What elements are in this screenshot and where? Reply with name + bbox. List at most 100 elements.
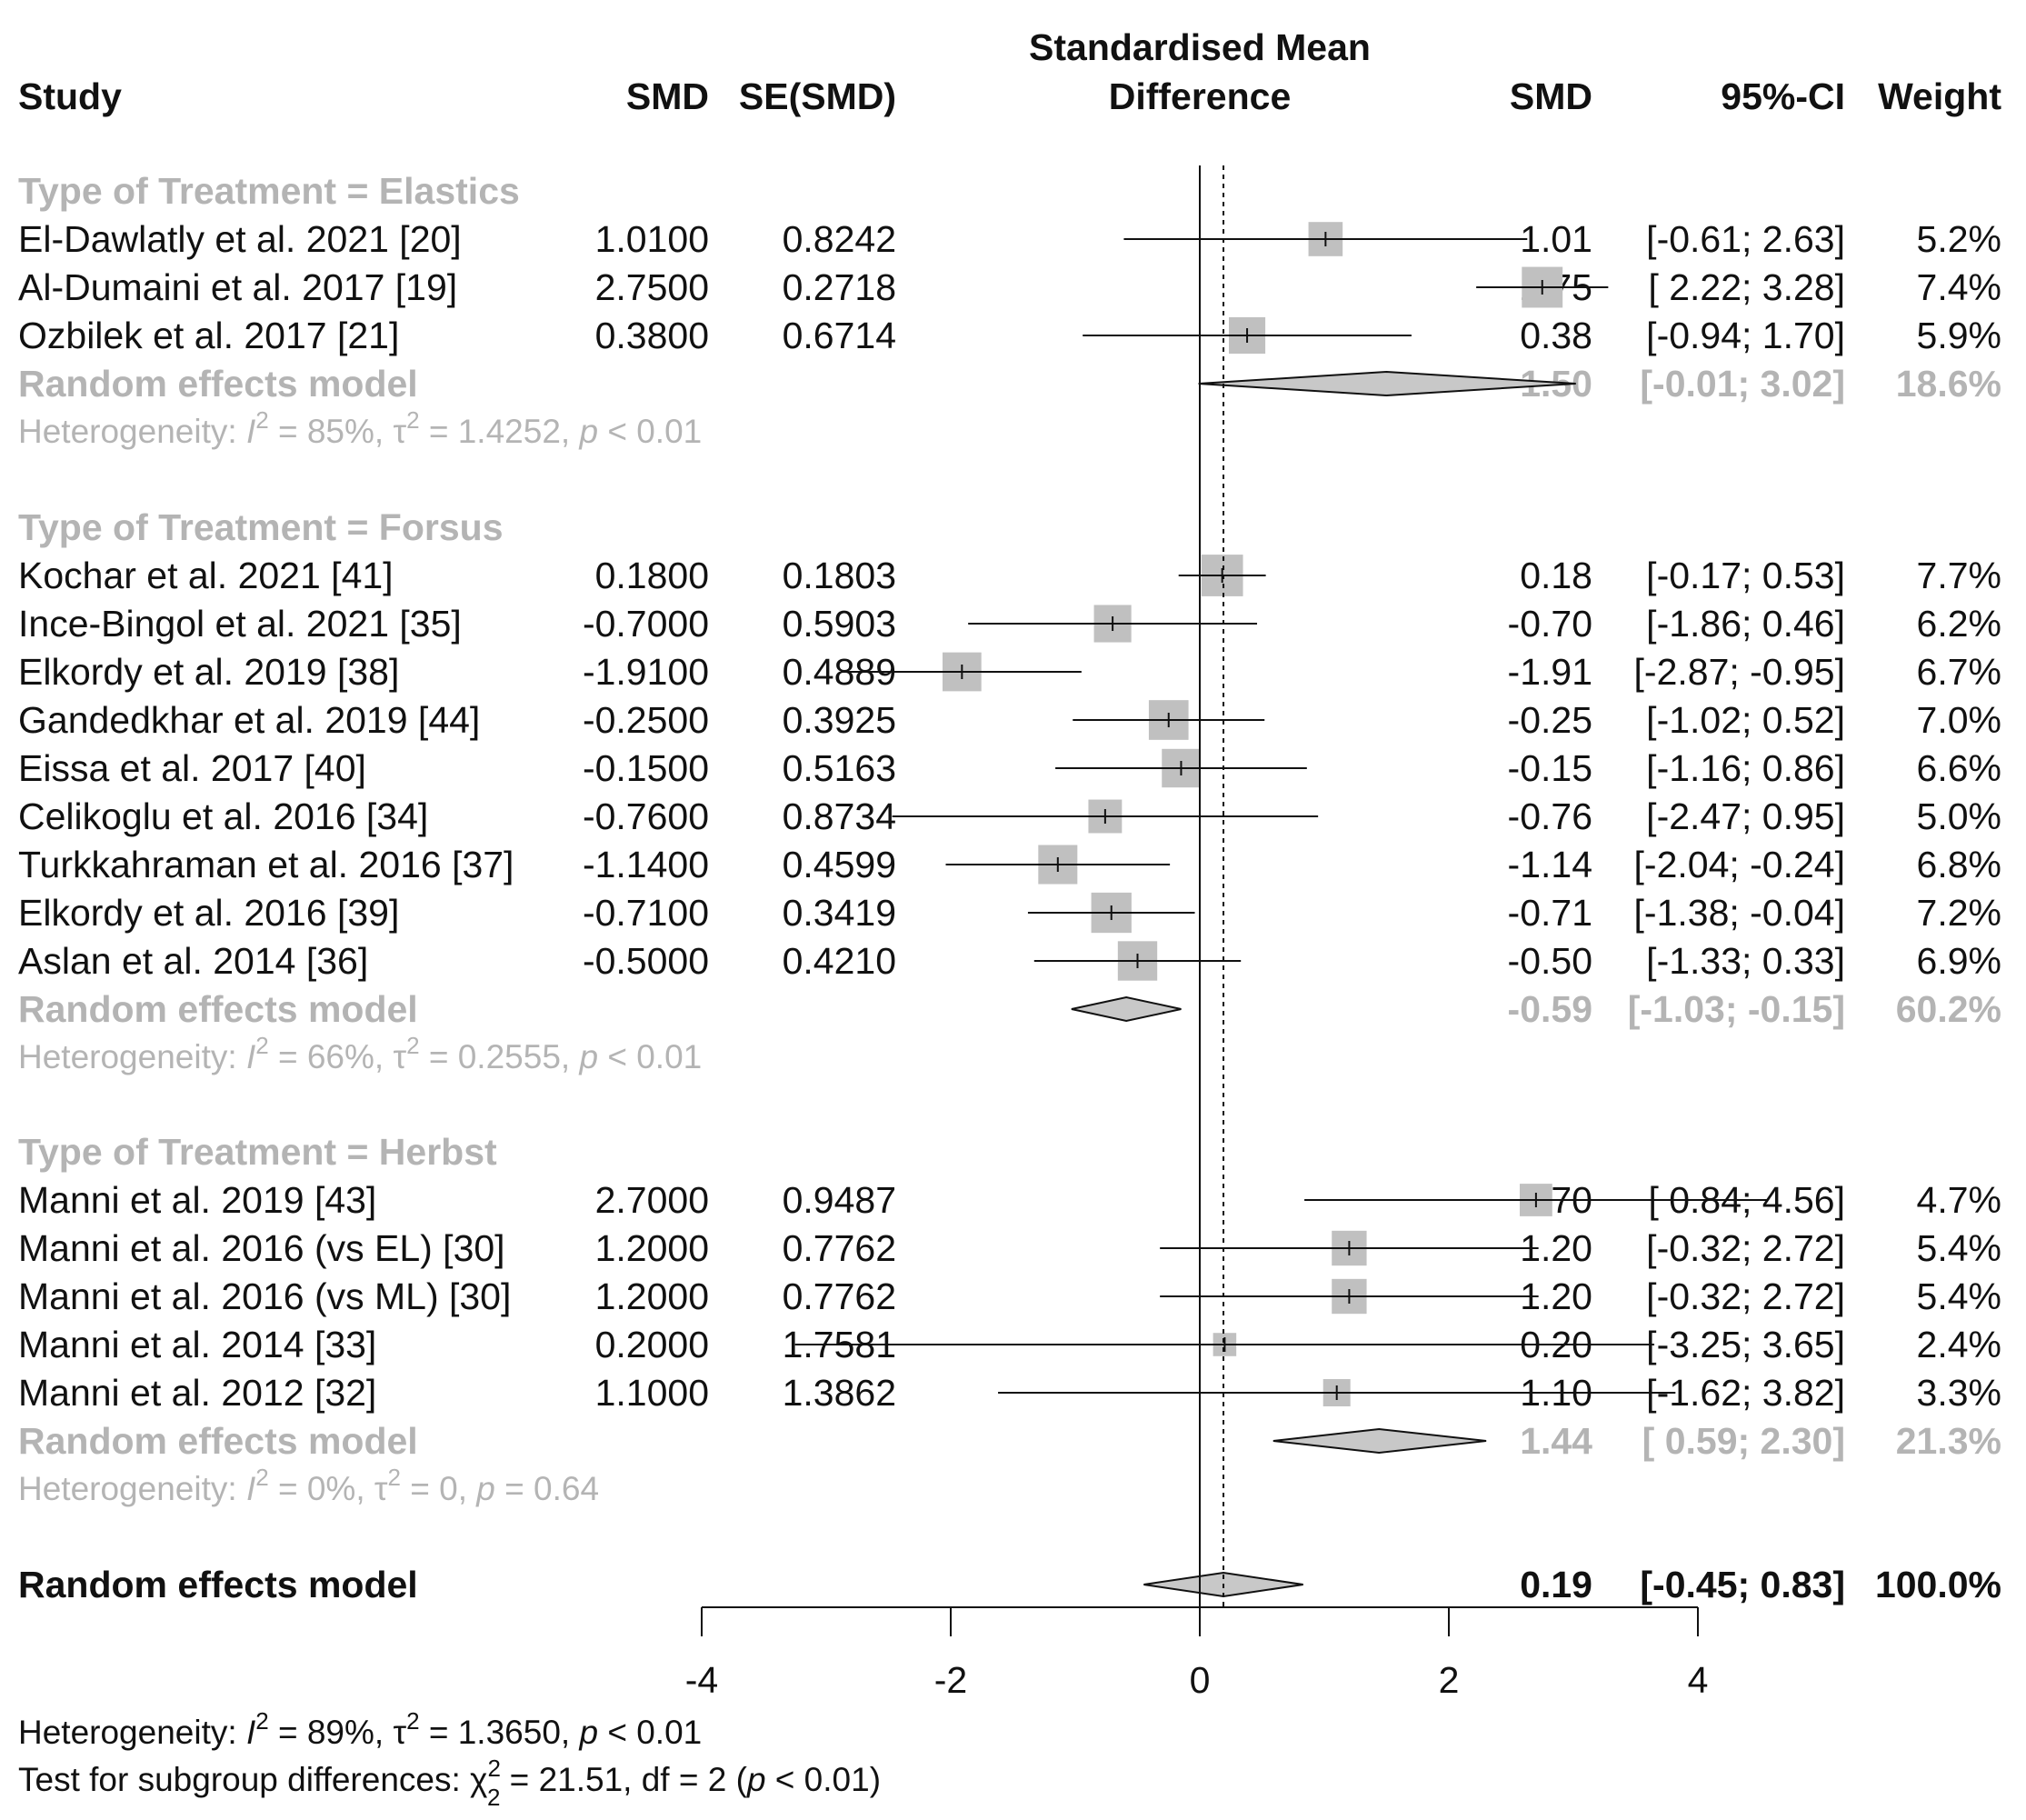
study-name: Eissa et al. 2017 [40] [18,747,366,789]
subgroup-test-chi-sup: 2 [487,1755,500,1782]
study-ci: [-1.62; 3.82] [1646,1372,1845,1414]
study-weight: 3.3% [1917,1372,2001,1414]
subgroup-heterogeneity-tau: τ [374,1470,388,1507]
subgroup-test: Test for subgroup differences: χ2 2 = 21.… [18,1755,881,1811]
subgroup-heterogeneity-tau-sup: 2 [388,1464,401,1491]
header-plot-title-line2: Difference [1109,75,1292,117]
study-se: 0.5903 [783,603,896,645]
subgroup-heterogeneity-p-value: < 0.01 [598,413,702,450]
study-row: Manni et al. 2012 [32] 1.1000 1.3862 1.10 [-… [18,1372,2001,1414]
study-name: Gandedkhar et al. 2019 [44] [18,699,480,741]
study-ci: [-1.16; 0.86] [1646,747,1845,789]
study-se: 0.8734 [783,795,896,837]
study-estimate: 0.38 [1520,315,1592,356]
x-tick-label: -2 [934,1659,967,1701]
study-se: 1.3862 [783,1372,896,1414]
x-tick-label: 4 [1688,1659,1709,1701]
subgroup-model-ci: [-1.03; -0.15] [1628,988,1845,1030]
overall-het-i: I [246,1714,255,1751]
overall-model-estimate: 0.19 [1520,1564,1592,1605]
subgroup-heterogeneity-tau-sup: 2 [406,406,419,434]
study-name: Manni et al. 2019 [43] [18,1179,376,1221]
study-se: 0.4599 [783,844,896,885]
subgroup-heterogeneity-i-sup: 2 [255,1464,268,1491]
subgroup-heterogeneity: Heterogeneity: I2 = 0%, τ2 = 0, p = 0.64 [18,1464,599,1507]
study-row: Gandedkhar et al. 2019 [44] -0.2500 0.3925… [18,699,2001,741]
study-name: El-Dawlatly et al. 2021 [20] [18,218,462,260]
study-row: Elkordy et al. 2019 [38] -1.9100 0.4889 -1.… [18,651,2001,693]
subgroup-heterogeneity-p: p [578,413,598,450]
subgroup-heterogeneity-tau: τ [393,1038,406,1075]
study-weight: 5.2% [1917,218,2001,260]
subgroup-label: Type of Treatment = Herbst [18,1131,497,1173]
study-smd: 0.1800 [595,555,709,596]
subgroup-test-chi-sub: 2 [487,1784,500,1811]
subgroup-test-prefix: Test for subgroup differences: [18,1761,470,1798]
study-row: Manni et al. 2016 (vs ML) [30] 1.2000 0.77… [18,1275,2001,1317]
header-ci: 95%-CI [1721,75,1845,117]
subgroup-heterogeneity-p-value: < 0.01 [598,1038,702,1075]
header-smd: SMD [626,75,709,117]
study-ci: [-2.87; -0.95] [1634,651,1845,693]
study-se: 0.3925 [783,699,896,741]
study-smd: -1.1400 [583,844,709,885]
study-weight: 6.2% [1917,603,2001,645]
study-ci: [-0.32; 2.72] [1646,1275,1845,1317]
forest-rows: Type of Treatment = Elastics El-Dawlatly … [18,165,2001,1607]
study-ci: [-1.33; 0.33] [1646,940,1845,982]
subgroup-heterogeneity-tau: τ [393,413,406,450]
overall-het-prefix: Heterogeneity: [18,1714,246,1751]
study-weight: 7.0% [1917,699,2001,741]
study-weight: 5.9% [1917,315,2001,356]
study-smd: -0.2500 [583,699,709,741]
subgroup-test-chi: χ [470,1761,487,1798]
study-weight: 6.6% [1917,747,2001,789]
study-row: Ozbilek et al. 2017 [21] 0.3800 0.6714 0.38… [18,315,2001,356]
study-weight: 6.8% [1917,844,2001,885]
subgroup-heterogeneity-i-sup: 2 [255,1032,268,1059]
subgroup-heterogeneity-prefix: Heterogeneity: [18,1038,246,1075]
study-name: Aslan et al. 2014 [36] [18,940,368,982]
study-ci: [-0.32; 2.72] [1646,1227,1845,1269]
study-weight: 7.4% [1917,266,2001,308]
study-name: Celikoglu et al. 2016 [34] [18,795,428,837]
study-estimate: -0.70 [1508,603,1592,645]
subgroup-heterogeneity-tau-value: = 0, [401,1470,476,1507]
subgroup-diamond [1198,370,1576,397]
study-row: Al-Dumaini et al. 2017 [19]2.75000.27182… [18,266,2001,308]
study-name: Elkordy et al. 2016 [39] [18,892,399,934]
study-weight: 7.2% [1917,892,2001,934]
subgroup-test-p-value: < 0.01) [766,1761,882,1798]
study-row: Kochar et al. 2021 [41] 0.1800 0.1803 0.18 [… [18,555,2001,596]
study-se: 0.4210 [783,940,896,982]
header-smd-right: SMD [1510,75,1592,117]
subgroup-3: Type of Treatment = Herbst Manni et al. 2… [18,1131,2001,1507]
study-se: 0.5163 [783,747,896,789]
subgroup-heterogeneity-i2-value: = 66%, [269,1038,394,1075]
subgroup-1: Type of Treatment = Elastics El-Dawlatly … [18,170,2001,450]
study-name: Ozbilek et al. 2017 [21] [18,315,399,356]
subgroup-heterogeneity-i: I [246,1038,255,1075]
overall-het-tau-sup: 2 [406,1707,419,1735]
study-smd: -0.5000 [583,940,709,982]
study-smd: 1.0100 [595,218,709,260]
subgroup-model-row: Random effects model 1.44 [ 0.59; 2.30] 21.… [18,1420,2001,1462]
study-estimate: -0.76 [1508,795,1592,837]
overall-het-p-value: < 0.01 [598,1714,702,1751]
study-estimate: -0.15 [1508,747,1592,789]
study-name: Ince-Bingol et al. 2021 [35] [18,603,462,645]
study-smd: 0.3800 [595,315,709,356]
study-weight: 5.4% [1917,1227,2001,1269]
header-weight: Weight [1878,75,2001,117]
subgroup-model-row: Random effects model -0.59 [-1.03; -0.15] 6… [18,988,2001,1030]
subgroup-heterogeneity-p: p [578,1038,598,1075]
subgroup-heterogeneity-prefix: Heterogeneity: [18,1470,246,1507]
study-weight: 6.9% [1917,940,2001,982]
study-estimate: -1.14 [1508,844,1592,885]
subgroup-test-p: p [746,1761,766,1798]
subgroup-label: Type of Treatment = Elastics [18,170,520,212]
study-smd: 2.7000 [595,1179,709,1221]
subgroup-heterogeneity-tau-value: = 0.2555, [420,1038,580,1075]
subgroup-label: Type of Treatment = Forsus [18,506,504,548]
